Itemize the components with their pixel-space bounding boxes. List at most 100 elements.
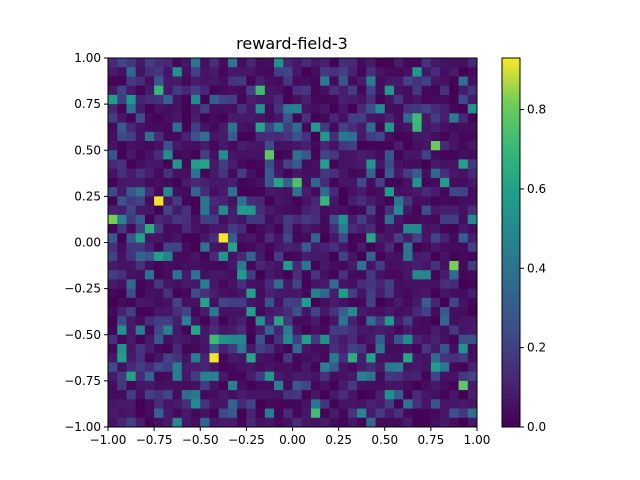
heatmap-cell <box>357 141 367 151</box>
heatmap-cell <box>310 251 321 262</box>
heatmap-cell <box>375 270 386 280</box>
heatmap-cell <box>393 196 404 207</box>
heatmap-cell <box>458 113 469 123</box>
heatmap-cell <box>108 307 118 317</box>
heatmap-cell <box>421 307 432 317</box>
heatmap-cell <box>218 242 229 253</box>
heatmap-cell <box>375 177 386 188</box>
heatmap-cell <box>310 224 321 234</box>
heatmap-cell <box>126 270 137 280</box>
heatmap-cell <box>366 334 376 345</box>
heatmap-cell <box>338 58 349 68</box>
heatmap-cell <box>209 251 220 262</box>
heatmap-cell <box>320 187 330 197</box>
heatmap-cell <box>467 362 478 373</box>
heatmap-cell <box>329 85 340 96</box>
heatmap-cell <box>283 76 293 87</box>
heatmap-cell <box>467 307 478 317</box>
heatmap-cell <box>274 58 284 68</box>
heatmap-cell <box>181 334 192 345</box>
heatmap-cell <box>163 141 173 151</box>
heatmap-cell <box>449 113 459 123</box>
heatmap-cell <box>117 104 127 114</box>
heatmap-cell <box>467 94 478 105</box>
heatmap-cell <box>117 260 127 271</box>
heatmap-cell <box>218 408 229 419</box>
heatmap-cell <box>264 85 275 96</box>
heatmap-cell <box>181 131 192 142</box>
heatmap-cell <box>412 408 423 419</box>
heatmap-cell <box>366 150 376 160</box>
heatmap-cell <box>366 159 376 170</box>
heatmap-cell <box>181 159 192 170</box>
heatmap-cell <box>209 408 220 419</box>
heatmap-cell <box>200 408 210 419</box>
heatmap-cell <box>292 122 303 133</box>
heatmap-cell <box>366 316 376 326</box>
heatmap-cell <box>375 113 386 123</box>
heatmap-cell <box>421 325 432 336</box>
heatmap-cell <box>329 307 340 317</box>
heatmap-cell <box>154 279 164 290</box>
heatmap-cell <box>144 334 155 345</box>
heatmap-cell <box>320 104 330 114</box>
heatmap-cell <box>117 251 127 262</box>
heatmap-cell <box>181 150 192 160</box>
heatmap-cell <box>163 334 173 345</box>
heatmap-cell <box>283 242 293 253</box>
heatmap-cell <box>375 288 386 299</box>
heatmap-cell <box>200 131 210 142</box>
heatmap-cell <box>458 343 469 354</box>
heatmap-cell <box>467 85 478 96</box>
heatmap-cell <box>135 113 146 123</box>
heatmap-cell <box>209 307 220 317</box>
heatmap-cell <box>347 362 358 373</box>
heatmap-cell <box>449 279 459 290</box>
heatmap-cell <box>144 371 155 382</box>
heatmap-cell <box>310 279 321 290</box>
heatmap-cell <box>191 279 201 290</box>
heatmap-cell <box>412 104 423 114</box>
heatmap-cell <box>329 399 340 409</box>
heatmap-cell <box>329 187 340 197</box>
heatmap-cell <box>403 76 413 87</box>
heatmap-cell <box>227 168 238 179</box>
heatmap-cell <box>375 334 386 345</box>
heatmap-cell <box>283 224 293 234</box>
heatmap-cell <box>163 307 173 317</box>
heatmap-cell <box>329 205 340 216</box>
heatmap-cell <box>458 334 469 345</box>
heatmap-cell <box>172 297 183 308</box>
heatmap-cell <box>338 104 349 114</box>
heatmap-cell <box>393 131 404 142</box>
heatmap-cell <box>310 150 321 160</box>
heatmap-cell <box>274 168 284 179</box>
heatmap-cell <box>301 150 312 160</box>
heatmap-cell <box>320 343 330 354</box>
heatmap-cell <box>357 113 367 123</box>
colorbar <box>501 57 521 428</box>
heatmap-cell <box>430 159 441 170</box>
colorbar-tick-label: 0.8 <box>527 103 546 117</box>
heatmap-cell <box>144 187 155 197</box>
heatmap-cell <box>181 417 192 428</box>
heatmap-cell <box>430 150 441 160</box>
heatmap-cell <box>237 408 247 419</box>
heatmap-cell <box>430 94 441 105</box>
heatmap-cell <box>246 417 257 428</box>
heatmap-cell <box>393 150 404 160</box>
heatmap-cell <box>440 390 450 400</box>
heatmap-cell <box>126 297 137 308</box>
heatmap-cell <box>347 85 358 96</box>
heatmap-cell <box>209 316 220 326</box>
heatmap-cell <box>227 362 238 373</box>
heatmap-cell <box>440 58 450 68</box>
heatmap-cell <box>375 279 386 290</box>
heatmap-cell <box>384 196 395 207</box>
heatmap-cell <box>274 104 284 114</box>
heatmap-cell <box>172 150 183 160</box>
heatmap-cell <box>458 233 469 243</box>
heatmap-cell <box>264 334 275 345</box>
heatmap-cell <box>255 260 266 271</box>
heatmap-cell <box>135 399 146 409</box>
